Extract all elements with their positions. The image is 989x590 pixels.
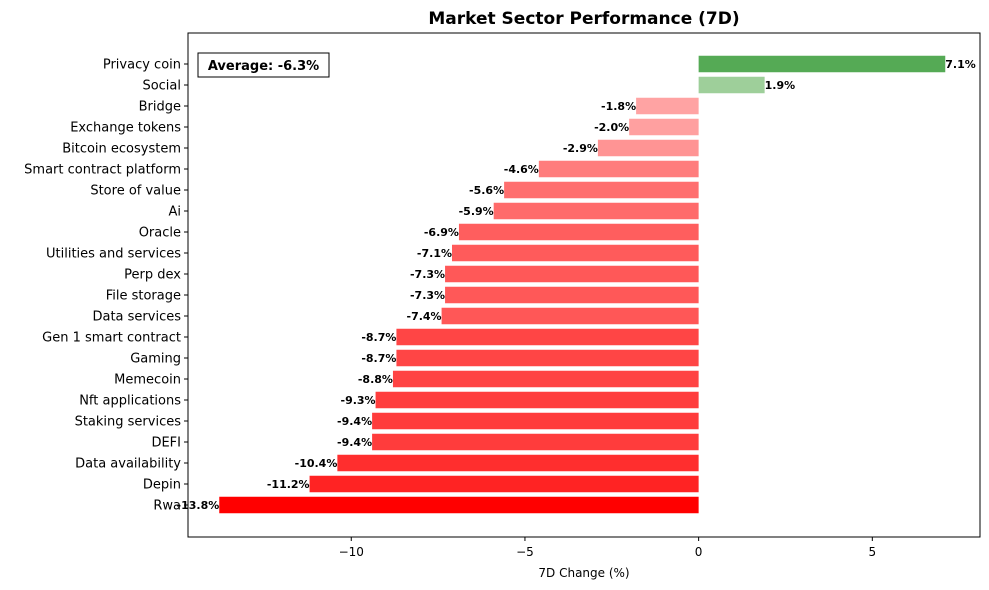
value-labels: 7.1% 1.9% -1.8% -2.0% -2.9% -4.6%-5.6% -5.9%-6… [177, 58, 976, 512]
bar-utilities-and-services [452, 244, 699, 262]
bar-bridge [636, 97, 699, 115]
bar-exchange-tokens [629, 118, 699, 136]
bar-perp-dex [445, 265, 699, 283]
x-tick-label: 5 [868, 545, 876, 559]
value-label: -2.0% [594, 121, 629, 134]
bar-gaming [396, 349, 699, 367]
category-label: Memecoin [114, 373, 181, 388]
category-label: Bitcoin ecosystem [62, 142, 181, 157]
category-label: Smart contract platform [24, 163, 181, 178]
category-label: Bridge [139, 100, 181, 115]
plot-frame [187, 32, 981, 538]
value-label: -8.7% [361, 331, 396, 344]
bar-memecoin [392, 370, 699, 388]
category-label: Depin [143, 478, 181, 493]
value-label: -6.9% [424, 226, 459, 239]
x-tick-label: −5 [516, 545, 534, 559]
value-label: -10.4% [295, 457, 338, 470]
category-label: Exchange tokens [70, 121, 181, 136]
value-label: -9.4% [337, 415, 372, 428]
x-tick-label: −10 [339, 545, 364, 559]
value-label: -1.8% [601, 100, 636, 113]
value-label: -9.3% [341, 394, 376, 407]
category-label: Ai [168, 205, 181, 220]
value-label: -5.9% [459, 205, 494, 218]
value-label: -11.2% [267, 478, 310, 491]
value-label: -5.6% [469, 184, 504, 197]
category-label: Oracle [139, 226, 181, 241]
bar-oracle [458, 223, 699, 241]
category-label: Rwa [153, 499, 181, 514]
category-label: Gaming [130, 352, 181, 367]
category-label: Store of value [90, 184, 181, 199]
value-label: -7.3% [410, 268, 445, 281]
bar-data-services [441, 307, 699, 325]
x-axis-label: 7D Change (%) [538, 566, 629, 580]
bar-file-storage [445, 286, 699, 304]
average-box [197, 52, 330, 78]
category-label: Perp dex [124, 268, 181, 283]
bars-group [219, 55, 946, 514]
bar-nft-applications [375, 391, 699, 409]
category-label: Social [142, 79, 181, 94]
bar-defi [372, 433, 699, 451]
x-axis-ticks: −10 −5 0 5 [339, 537, 876, 559]
value-label: 7.1% [945, 58, 976, 71]
bar-store-of-value [504, 181, 699, 199]
category-label: Data services [92, 310, 181, 325]
value-label: -13.8% [177, 499, 220, 512]
bar-staking-services [372, 412, 699, 430]
category-label: File storage [106, 289, 181, 304]
bar-rwa [219, 496, 699, 514]
bar-gen-1-smart-contract [396, 328, 699, 346]
category-label: Staking services [75, 415, 182, 430]
category-label: Utilities and services [46, 247, 181, 262]
bar-bitcoin-ecosystem [597, 139, 699, 157]
value-label: -9.4% [337, 436, 372, 449]
x-tick-label: 0 [695, 545, 703, 559]
category-labels: Privacy coin Social Bridge Exchange tokens B… [24, 58, 188, 514]
value-label: -7.3% [410, 289, 445, 302]
value-label: -2.9% [563, 142, 598, 155]
category-label: DEFI [151, 436, 181, 451]
bar-privacy-coin [698, 55, 946, 73]
value-label: -7.1% [417, 247, 452, 260]
chart-title: Market Sector Performance (7D) [428, 9, 739, 29]
value-label: -8.7% [361, 352, 396, 365]
value-label: -4.6% [504, 163, 539, 176]
category-label: Privacy coin [103, 58, 181, 73]
bar-ai [493, 202, 699, 220]
category-label: Gen 1 smart contract [42, 331, 181, 346]
category-label: Nft applications [79, 394, 181, 409]
average-annotation: Average: -6.3% [197, 52, 330, 78]
bar-smart-contract-platform [538, 160, 699, 178]
category-label: Data availability [75, 457, 181, 472]
bar-data-availability [337, 454, 699, 472]
bar-depin [309, 475, 699, 493]
bar-social [698, 76, 765, 94]
value-label: -7.4% [407, 310, 442, 323]
value-label: -8.8% [358, 373, 393, 386]
average-text: Average: -6.3% [208, 59, 319, 74]
value-label: 1.9% [765, 79, 796, 92]
